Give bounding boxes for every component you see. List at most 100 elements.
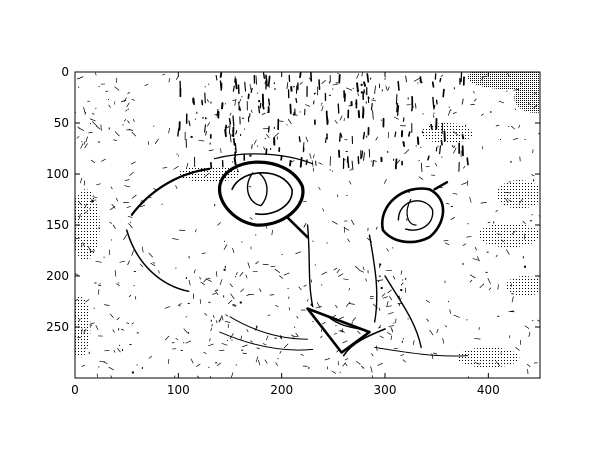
fur-stroke [318, 162, 323, 165]
fur-stroke [268, 98, 271, 106]
fur-stroke [508, 199, 512, 202]
fur-stroke [303, 222, 307, 228]
fur-speck [270, 147, 272, 150]
fur-speck [114, 103, 116, 105]
fur-stroke [126, 322, 130, 325]
fur-stroke [444, 325, 448, 328]
y-tick-label: 250 [46, 320, 69, 334]
fur-stroke [336, 268, 340, 274]
y-tick-label: 0 [61, 65, 69, 79]
fur-speck [94, 282, 97, 284]
fur-stroke [356, 82, 359, 93]
fur-speck [274, 88, 277, 90]
fur-stroke [315, 305, 322, 309]
fur-stroke [96, 183, 101, 186]
fur-stroke [429, 329, 434, 336]
fur-stroke [258, 105, 261, 114]
right-muzzle-contour [384, 275, 422, 349]
fur-stroke [511, 230, 516, 235]
fur-stroke [101, 158, 106, 162]
fur-stroke [346, 301, 351, 307]
fur-speck [453, 87, 455, 90]
fur-stroke [183, 328, 188, 333]
fur-speck [75, 315, 77, 317]
fur-stroke [394, 158, 398, 170]
fur-stroke [347, 238, 350, 243]
fur-speck [268, 86, 270, 88]
fur-stroke [388, 312, 394, 315]
fur-stroke [128, 223, 133, 229]
fur-stroke [208, 343, 214, 347]
fur-stroke [434, 162, 438, 167]
fur-stroke [201, 252, 206, 254]
fur-stroke [83, 106, 86, 114]
fur-stroke [250, 109, 253, 113]
fur-stroke [95, 260, 102, 263]
fur-stroke [331, 370, 336, 374]
fur-stroke [375, 136, 378, 141]
fur-speck [241, 349, 244, 351]
fur-stroke [173, 375, 176, 378]
fur-stroke [236, 168, 239, 173]
fur-stroke [343, 278, 349, 280]
fur-stroke [374, 85, 376, 95]
fur-stroke [140, 204, 146, 208]
fur-stroke [372, 109, 374, 120]
fur-stroke [524, 325, 530, 329]
fur-stroke [199, 298, 202, 304]
fur-speck [208, 366, 210, 368]
fur-stroke [384, 77, 386, 80]
fur-stroke [477, 256, 480, 262]
fur-speck [277, 358, 279, 360]
left-jaw-contour [125, 229, 190, 293]
fur-speck [402, 279, 404, 281]
fur-speck [511, 293, 514, 295]
fur-stroke [289, 159, 292, 167]
fur-speck [352, 87, 354, 89]
x-tick-label: 300 [374, 383, 397, 397]
fur-stroke [439, 145, 442, 155]
fur-stroke [400, 354, 405, 356]
fur-speck [194, 118, 196, 120]
fur-speck [422, 113, 424, 115]
fur-stroke [109, 206, 116, 211]
fur-stroke [126, 205, 131, 209]
fur-stroke [533, 104, 538, 109]
fur-stroke [124, 179, 130, 181]
fur-speck [241, 241, 243, 243]
fur-stroke [507, 72, 510, 77]
fur-speck [98, 86, 100, 88]
fur-speck [403, 142, 405, 144]
fur-speck [187, 331, 189, 334]
fur-speck [312, 321, 314, 323]
fur-stroke [209, 338, 211, 342]
fur-speck [118, 328, 120, 331]
fur-stroke [373, 160, 377, 162]
fur-speck [103, 256, 105, 258]
fur-stroke [277, 120, 284, 122]
x-tick-label: 100 [167, 383, 190, 397]
fur-stroke [386, 301, 389, 307]
fur-stroke [126, 102, 130, 108]
fur-stroke [337, 103, 340, 114]
fur-stroke [82, 242, 85, 247]
fur-speck [308, 366, 310, 369]
fur-stroke [148, 252, 153, 258]
fur-speck [141, 199, 143, 201]
fur-stroke [463, 165, 466, 169]
fur-speck [258, 100, 261, 103]
fur-stroke [505, 198, 509, 204]
fur-stroke [152, 262, 156, 264]
fur-stroke [129, 171, 134, 176]
fur-speck [368, 97, 370, 100]
fur-speck [520, 83, 522, 85]
fur-stroke [440, 74, 444, 77]
fur-stroke [208, 149, 214, 152]
fur-stroke [234, 100, 236, 106]
fur-speck [398, 296, 400, 299]
fur-stroke [495, 254, 498, 257]
fur-speck [264, 138, 266, 140]
right-eye-pupil [406, 198, 417, 226]
fur-speck [508, 126, 510, 128]
fur-stroke [361, 150, 364, 159]
